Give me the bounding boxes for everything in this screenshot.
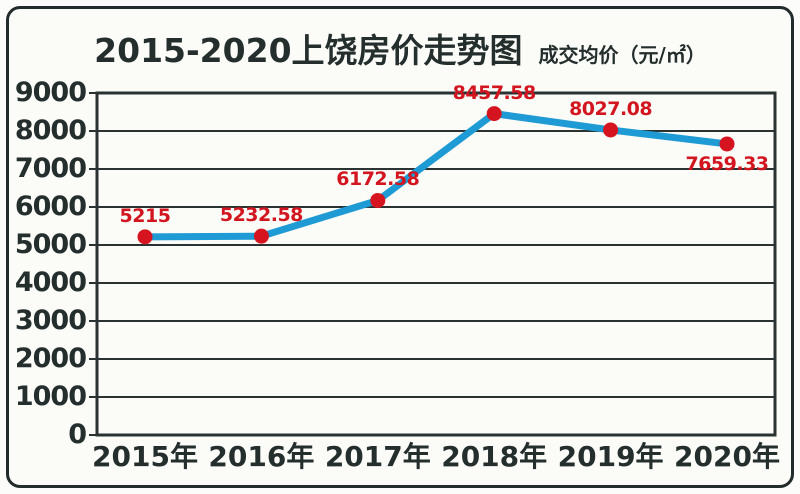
chart-frame: [6, 6, 794, 488]
y-axis-label: 4000: [14, 267, 87, 298]
price-trend-line: [141, 110, 731, 241]
x-axis-label: 2019年: [557, 440, 664, 473]
title-row: 2015-2020上饶房价走势图 成交均价（元/㎡）: [0, 24, 800, 72]
data-point: [486, 106, 502, 122]
chart-title: 2015-2020上饶房价走势图: [94, 31, 523, 70]
data-point: [370, 192, 386, 208]
data-point: [137, 229, 153, 245]
y-axis-label: 3000: [14, 305, 87, 336]
x-axis-label: 2020年: [674, 440, 780, 473]
plot-border: [95, 91, 777, 437]
y-axis-label: 6000: [14, 191, 87, 222]
gridlines: [89, 92, 775, 436]
data-point: [719, 136, 735, 152]
x-axis-label: 2016年: [208, 440, 315, 473]
x-axis-label: 2018年: [441, 440, 548, 473]
data-point-markers: [137, 106, 735, 245]
y-axis-label: 9000: [14, 77, 87, 108]
chart-subtitle: 成交均价（元/㎡）: [538, 43, 706, 67]
x-axis-label: 2015年: [92, 440, 198, 473]
y-axis-label: 7000: [14, 153, 87, 184]
data-point: [603, 122, 619, 138]
line-chart-plot-area: [89, 91, 777, 437]
y-axis-label: 2000: [14, 343, 87, 374]
x-axis-labels: 2015年 2016年 2017年 2018年 2019年 2020年: [92, 440, 780, 481]
y-axis-label: 8000: [14, 115, 87, 146]
y-axis-labels: 0 1000 2000 3000 4000 5000 6000 7000 8000 9000: [0, 79, 87, 449]
y-axis-label: 1000: [14, 381, 87, 412]
y-axis-label: 5000: [14, 229, 87, 260]
y-axis-label: 0: [68, 419, 87, 450]
x-axis-label: 2017年: [324, 440, 431, 473]
data-point: [253, 228, 269, 244]
